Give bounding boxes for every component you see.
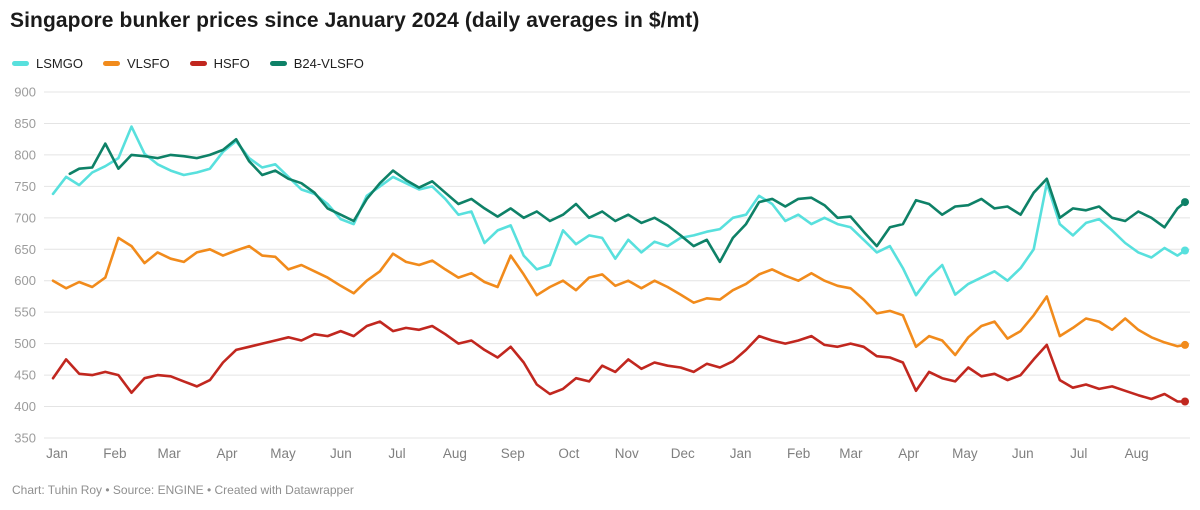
x-tick-label: Aug bbox=[443, 446, 467, 461]
series-end-dot-hsfo bbox=[1181, 397, 1189, 406]
legend-swatch-lsmgo-icon bbox=[12, 61, 29, 66]
legend-item-hsfo: HSFO bbox=[189, 56, 250, 71]
x-tick-label: Aug bbox=[1125, 446, 1149, 461]
x-tick-label: Jun bbox=[1012, 446, 1034, 461]
x-tick-label: Jan bbox=[730, 446, 752, 461]
y-tick-label: 500 bbox=[14, 336, 36, 351]
legend: LSMGO VLSFO HSFO B24-VLSFO bbox=[12, 56, 364, 71]
x-tick-label: Jun bbox=[330, 446, 352, 461]
y-tick-label: 850 bbox=[14, 116, 36, 131]
y-tick-label: 350 bbox=[14, 431, 36, 446]
series-line-hsfo[interactable] bbox=[51, 320, 1187, 403]
legend-label: B24-VLSFO bbox=[293, 56, 364, 71]
x-tick-label: Jul bbox=[1070, 446, 1087, 461]
x-tick-label: Dec bbox=[671, 446, 695, 461]
x-tick-label: Apr bbox=[216, 446, 238, 461]
legend-item-b24-vlsfo: B24-VLSFO bbox=[269, 56, 364, 71]
series-end-dot-vlsfo bbox=[1181, 340, 1189, 349]
x-tick-label: Feb bbox=[787, 446, 810, 461]
legend-label: HSFO bbox=[213, 56, 250, 71]
y-tick-label: 750 bbox=[14, 179, 36, 194]
y-tick-label: 700 bbox=[14, 210, 36, 225]
y-tick-label: 450 bbox=[14, 368, 36, 383]
legend-label: VLSFO bbox=[126, 56, 170, 71]
x-tick-label: Nov bbox=[615, 446, 639, 461]
x-tick-label: Jan bbox=[46, 446, 68, 461]
series-line-vlsfo[interactable] bbox=[51, 236, 1187, 357]
y-tick-label: 550 bbox=[14, 305, 36, 320]
series-line-b24-vlsfo[interactable] bbox=[68, 137, 1187, 264]
y-tick-label: 800 bbox=[14, 147, 36, 162]
legend-item-lsmgo: LSMGO bbox=[12, 56, 83, 71]
series-end-dot-lsmgo bbox=[1181, 246, 1189, 255]
x-tick-label: Mar bbox=[839, 446, 863, 461]
chart-byline: Chart: Tuhin Roy • Source: ENGINE • Crea… bbox=[12, 483, 354, 497]
legend-swatch-hsfo-icon bbox=[189, 61, 207, 66]
x-tick-label: May bbox=[270, 446, 296, 461]
x-tick-label: Apr bbox=[898, 446, 920, 461]
legend-swatch-b24-vlsfo-icon bbox=[269, 61, 287, 66]
y-tick-label: 650 bbox=[14, 242, 36, 257]
y-tick-label: 400 bbox=[14, 399, 36, 414]
x-tick-label: Jul bbox=[388, 446, 405, 461]
y-tick-label: 900 bbox=[14, 85, 36, 100]
legend-swatch-vlsfo-icon bbox=[102, 61, 120, 66]
chart-title: Singapore bunker prices since January 20… bbox=[10, 9, 700, 32]
x-tick-label: Mar bbox=[157, 446, 181, 461]
x-tick-label: Oct bbox=[558, 446, 579, 461]
y-tick-label: 600 bbox=[14, 273, 36, 288]
series-end-dot-b24-vlsfo bbox=[1181, 198, 1189, 207]
x-tick-label: Sep bbox=[501, 446, 525, 461]
x-tick-label: Feb bbox=[103, 446, 126, 461]
legend-label: LSMGO bbox=[36, 56, 83, 71]
x-tick-label: May bbox=[952, 446, 978, 461]
legend-item-vlsfo: VLSFO bbox=[102, 56, 170, 71]
